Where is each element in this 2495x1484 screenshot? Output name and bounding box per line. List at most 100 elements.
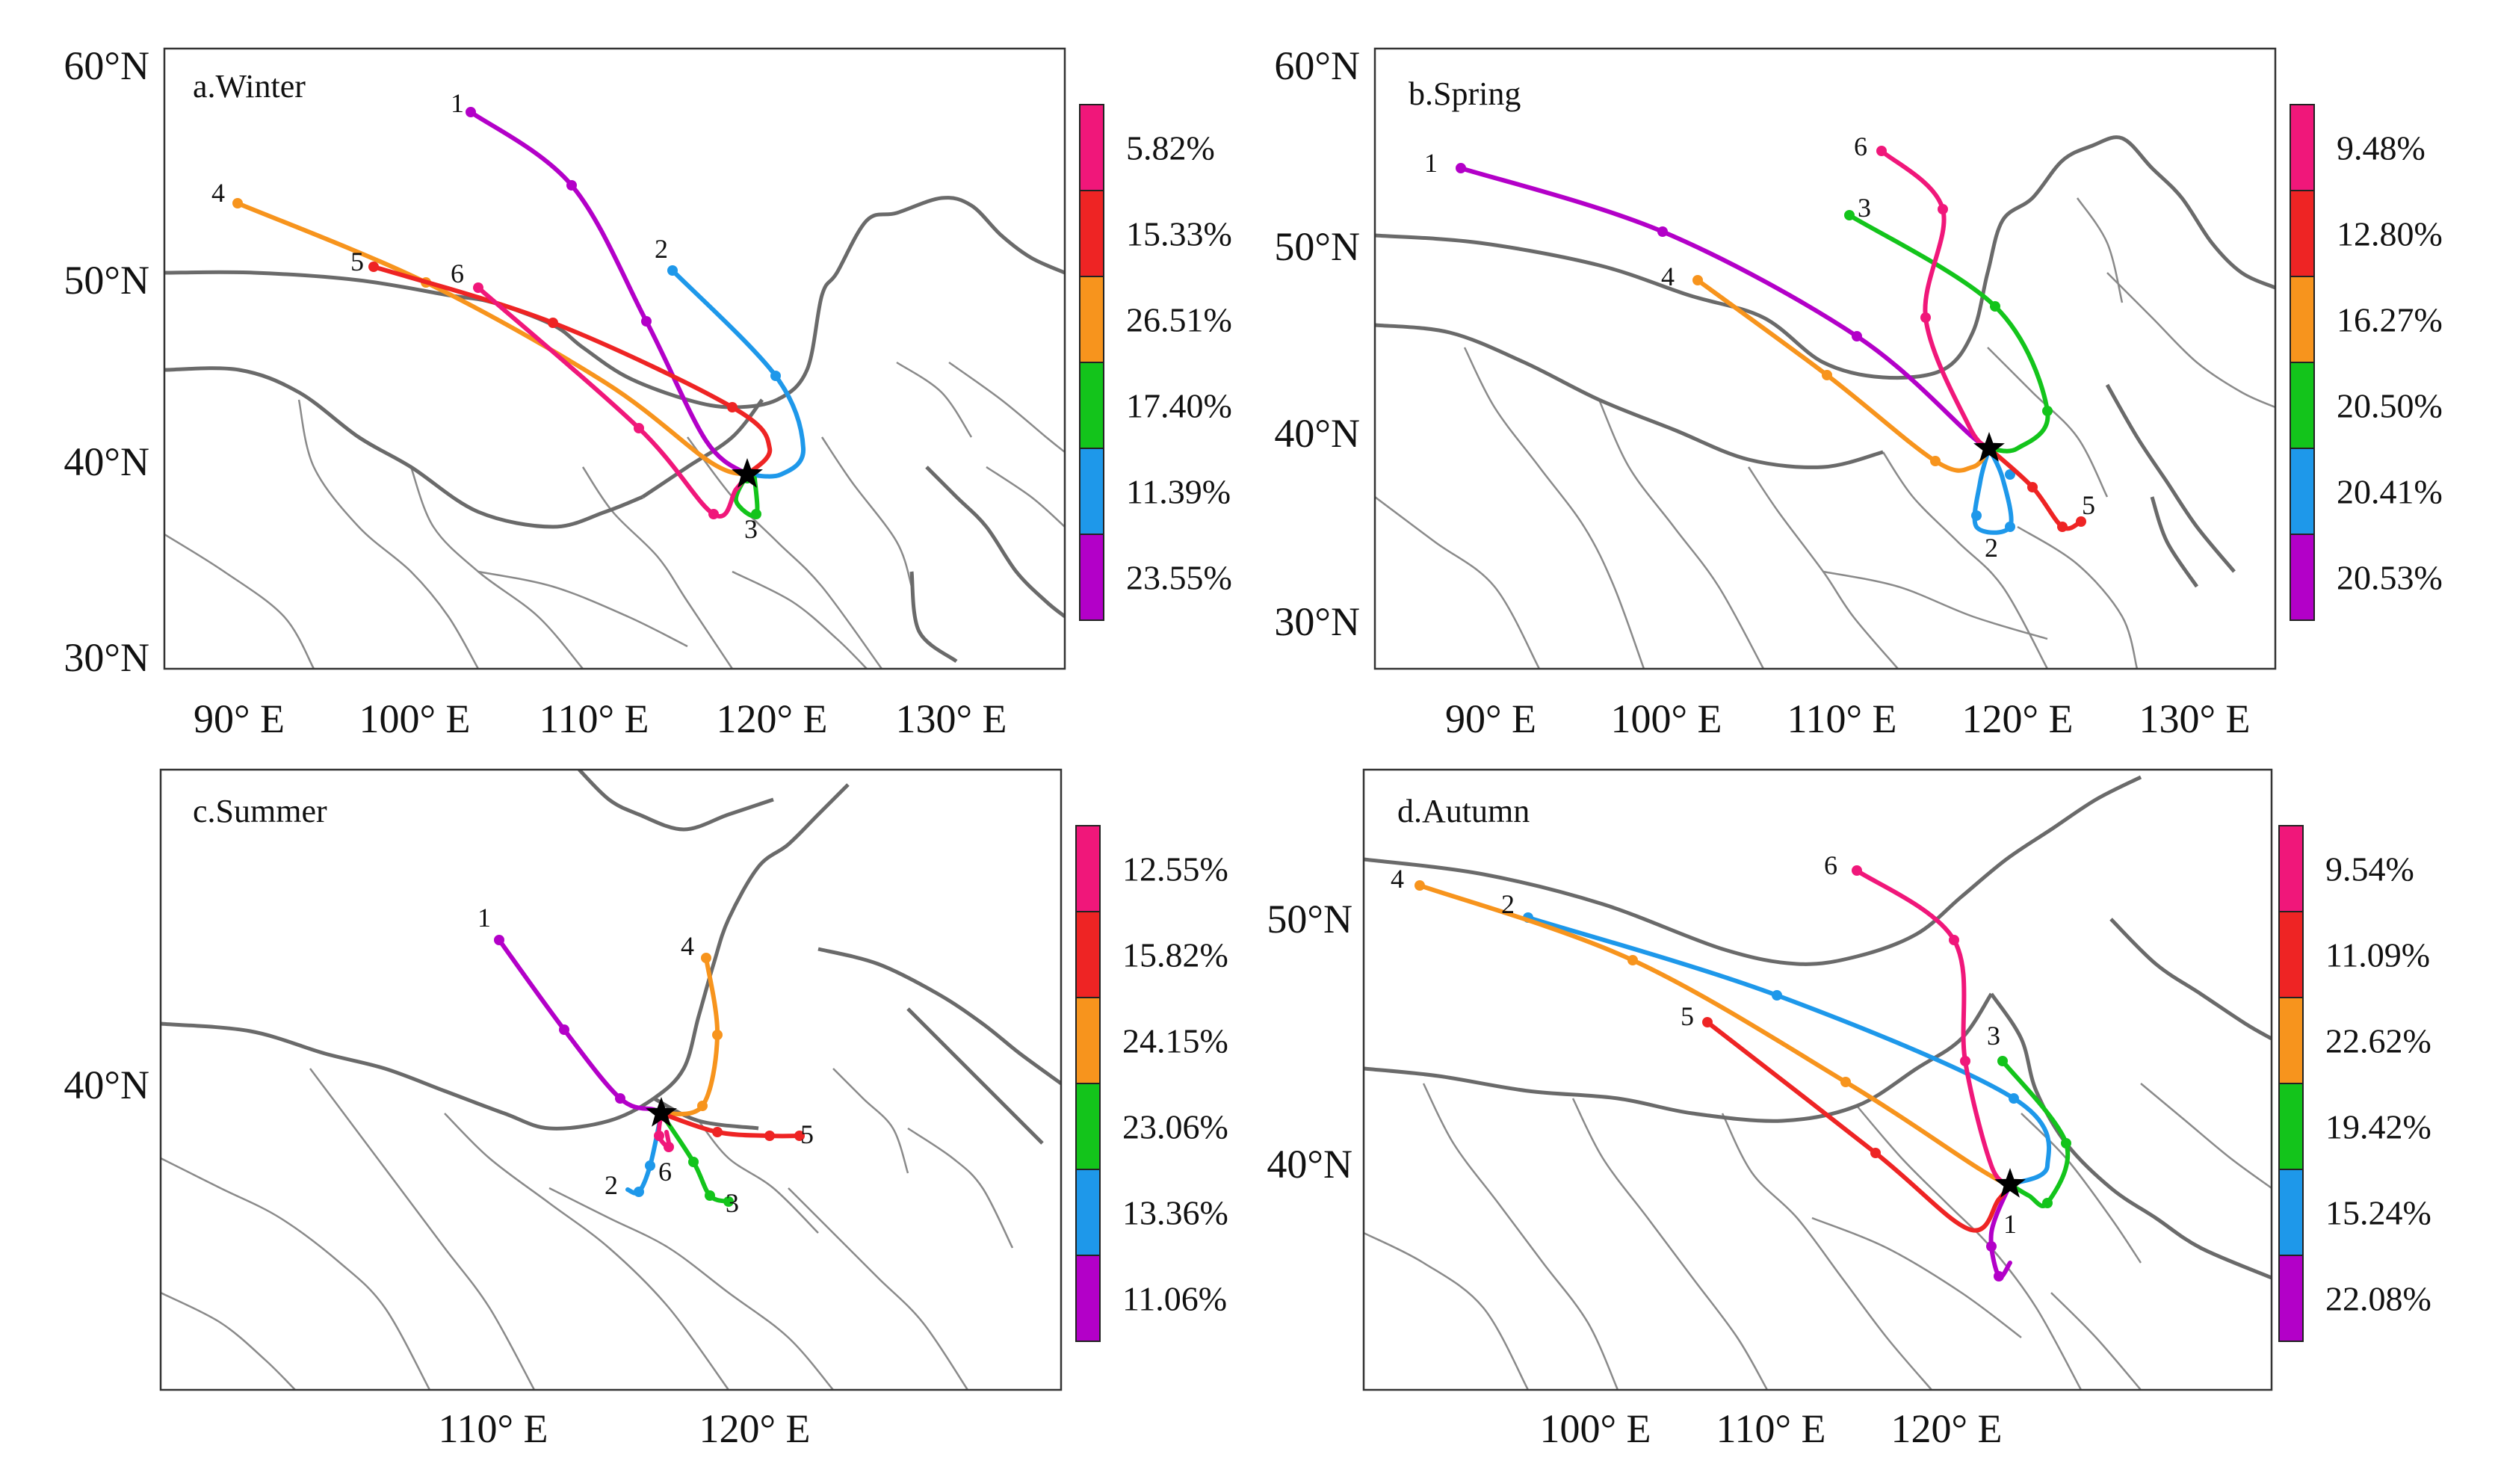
spring-beijing-star-icon bbox=[1973, 432, 2005, 462]
summer-trajectory-5-point bbox=[764, 1131, 775, 1141]
winter-trajectory-2-point bbox=[770, 371, 781, 381]
summer-legend-swatch bbox=[1075, 825, 1101, 912]
spring-province-border bbox=[1463, 347, 1645, 669]
spring-trajectory-2-point bbox=[1971, 510, 1982, 521]
spring-lon-tick: 110° E bbox=[1787, 696, 1896, 741]
spring-trajectory-2-point bbox=[2005, 522, 2015, 532]
summer-legend-swatch bbox=[1075, 1169, 1101, 1256]
winter-legend-value: 5.82% bbox=[1126, 129, 1215, 167]
summer-province-border bbox=[548, 1187, 834, 1390]
summer-legend-value: 13.36% bbox=[1122, 1194, 1228, 1232]
spring-trajectory-5 bbox=[1987, 446, 2083, 531]
autumn-trajectory-4-point bbox=[1627, 955, 1638, 965]
spring-lon-tick: 100° E bbox=[1610, 696, 1722, 741]
spring-legend-swatch bbox=[2290, 362, 2315, 449]
summer-trajectory-5 bbox=[659, 1111, 802, 1139]
spring-province-border bbox=[2076, 197, 2124, 303]
winter-beijing-star-icon bbox=[732, 458, 763, 488]
winter-province-border bbox=[581, 466, 734, 669]
winter-legend-value: 11.39% bbox=[1126, 473, 1231, 511]
winter-trajectory-1-point bbox=[566, 180, 577, 191]
winter-trajectory-6 bbox=[476, 285, 749, 519]
winter-lon-tick: 130° E bbox=[895, 696, 1007, 741]
spring-trajectories bbox=[1456, 146, 2086, 535]
winter-trajectory-label-4: 4 bbox=[211, 178, 225, 208]
spring-national-border bbox=[2105, 383, 2236, 573]
summer-trajectory-label-6: 6 bbox=[658, 1157, 672, 1187]
autumn-legend-swatch bbox=[2278, 1083, 2304, 1170]
spring-trajectory-label-5: 5 bbox=[2082, 490, 2095, 520]
summer-province-border bbox=[444, 1113, 730, 1390]
summer-beijing-star-icon bbox=[646, 1097, 677, 1127]
summer-trajectory-1 bbox=[497, 938, 664, 1116]
summer-trajectories bbox=[494, 935, 805, 1207]
winter-trajectory-4 bbox=[235, 201, 749, 477]
summer-legend-value: 24.15% bbox=[1122, 1022, 1228, 1060]
autumn-legend-swatch bbox=[2278, 1169, 2304, 1256]
summer-legend-value: 15.82% bbox=[1122, 936, 1228, 974]
panel-autumn: d.Autumn 100° E 110° E 120° E 50°N 40°N 1 2 3 4 5 6… bbox=[1267, 768, 2431, 1451]
winter-legend-value: 17.40% bbox=[1126, 387, 1232, 425]
spring-trajectory-4-point bbox=[1692, 275, 1703, 285]
winter-lat-tick: 60°N bbox=[64, 43, 149, 88]
spring-province-border bbox=[2106, 272, 2275, 409]
autumn-trajectory-5 bbox=[1705, 1020, 2012, 1233]
winter-lat-tick: 40°N bbox=[64, 439, 149, 484]
autumn-lat-tick: 50°N bbox=[1267, 897, 1352, 942]
spring-trajectory-5-point bbox=[2076, 516, 2086, 527]
autumn-trajectory-4 bbox=[1417, 883, 2012, 1187]
autumn-province-border bbox=[1811, 1216, 2022, 1338]
autumn-trajectory-3-point bbox=[2061, 1138, 2071, 1148]
autumn-trajectory-4-point bbox=[1415, 880, 1425, 891]
spring-province-border bbox=[1375, 496, 1541, 669]
spring-legend-swatch bbox=[2290, 104, 2315, 191]
spring-province-border bbox=[1822, 570, 2048, 640]
autumn-trajectory-label-5: 5 bbox=[1681, 1001, 1694, 1031]
spring-trajectory-5-point bbox=[2057, 522, 2068, 532]
winter-province-border bbox=[297, 399, 480, 669]
winter-title: a.Winter bbox=[193, 68, 306, 105]
spring-map-frame bbox=[1373, 47, 2277, 670]
summer-trajectory-2-point bbox=[645, 1160, 655, 1171]
autumn-trajectory-label-4: 4 bbox=[1391, 864, 1404, 894]
winter-trajectory-6-point bbox=[708, 509, 719, 519]
autumn-trajectory-6-point bbox=[1960, 1056, 1970, 1066]
winter-trajectory-label-2: 2 bbox=[655, 234, 668, 264]
winter-lon-tick: 100° E bbox=[359, 696, 470, 741]
spring-lon-tick: 90° E bbox=[1445, 696, 1536, 741]
spring-trajectory-1 bbox=[1459, 166, 1991, 451]
winter-trajectory-2 bbox=[670, 268, 806, 479]
summer-province-border bbox=[161, 1157, 431, 1390]
spring-lat-tick: 40°N bbox=[1274, 411, 1360, 456]
summer-national-border bbox=[906, 1007, 1044, 1145]
winter-province-border bbox=[948, 361, 1065, 453]
winter-trajectory-label-6: 6 bbox=[451, 259, 464, 288]
spring-trajectory-1-point bbox=[1852, 331, 1862, 341]
autumn-province-border bbox=[1721, 1113, 1932, 1390]
autumn-legend-value: 11.09% bbox=[2325, 936, 2430, 974]
winter-trajectory-5 bbox=[371, 265, 773, 477]
spring-lat-tick: 50°N bbox=[1274, 224, 1360, 269]
winter-trajectory-5-point bbox=[727, 402, 738, 412]
spring-province-border bbox=[1747, 466, 1899, 669]
autumn-lon-tick: 110° E bbox=[1716, 1406, 1825, 1451]
winter-trajectory-4-point bbox=[232, 198, 243, 208]
summer-national-border bbox=[817, 947, 1061, 1086]
spring-trajectory-4-point bbox=[1930, 456, 1941, 466]
summer-province-border bbox=[788, 1187, 969, 1390]
summer-title: c.Summer bbox=[193, 793, 327, 829]
winter-legend-swatch bbox=[1079, 190, 1104, 277]
summer-trajectory-label-1: 1 bbox=[477, 903, 491, 933]
autumn-title: d.Autumn bbox=[1397, 793, 1530, 829]
summer-trajectory-1-point bbox=[559, 1024, 569, 1035]
autumn-trajectory-2-point bbox=[2009, 1093, 2019, 1104]
spring-legend-swatch bbox=[2290, 534, 2315, 621]
summer-province-border bbox=[907, 1127, 1014, 1249]
winter-province-border bbox=[986, 466, 1065, 528]
autumn-trajectory-3-point bbox=[2042, 1198, 2053, 1208]
autumn-province-border bbox=[2021, 1113, 2142, 1264]
autumn-trajectory-label-6: 6 bbox=[1824, 850, 1837, 880]
winter-lon-tick: 90° E bbox=[194, 696, 285, 741]
winter-trajectory-6-point bbox=[473, 282, 483, 293]
